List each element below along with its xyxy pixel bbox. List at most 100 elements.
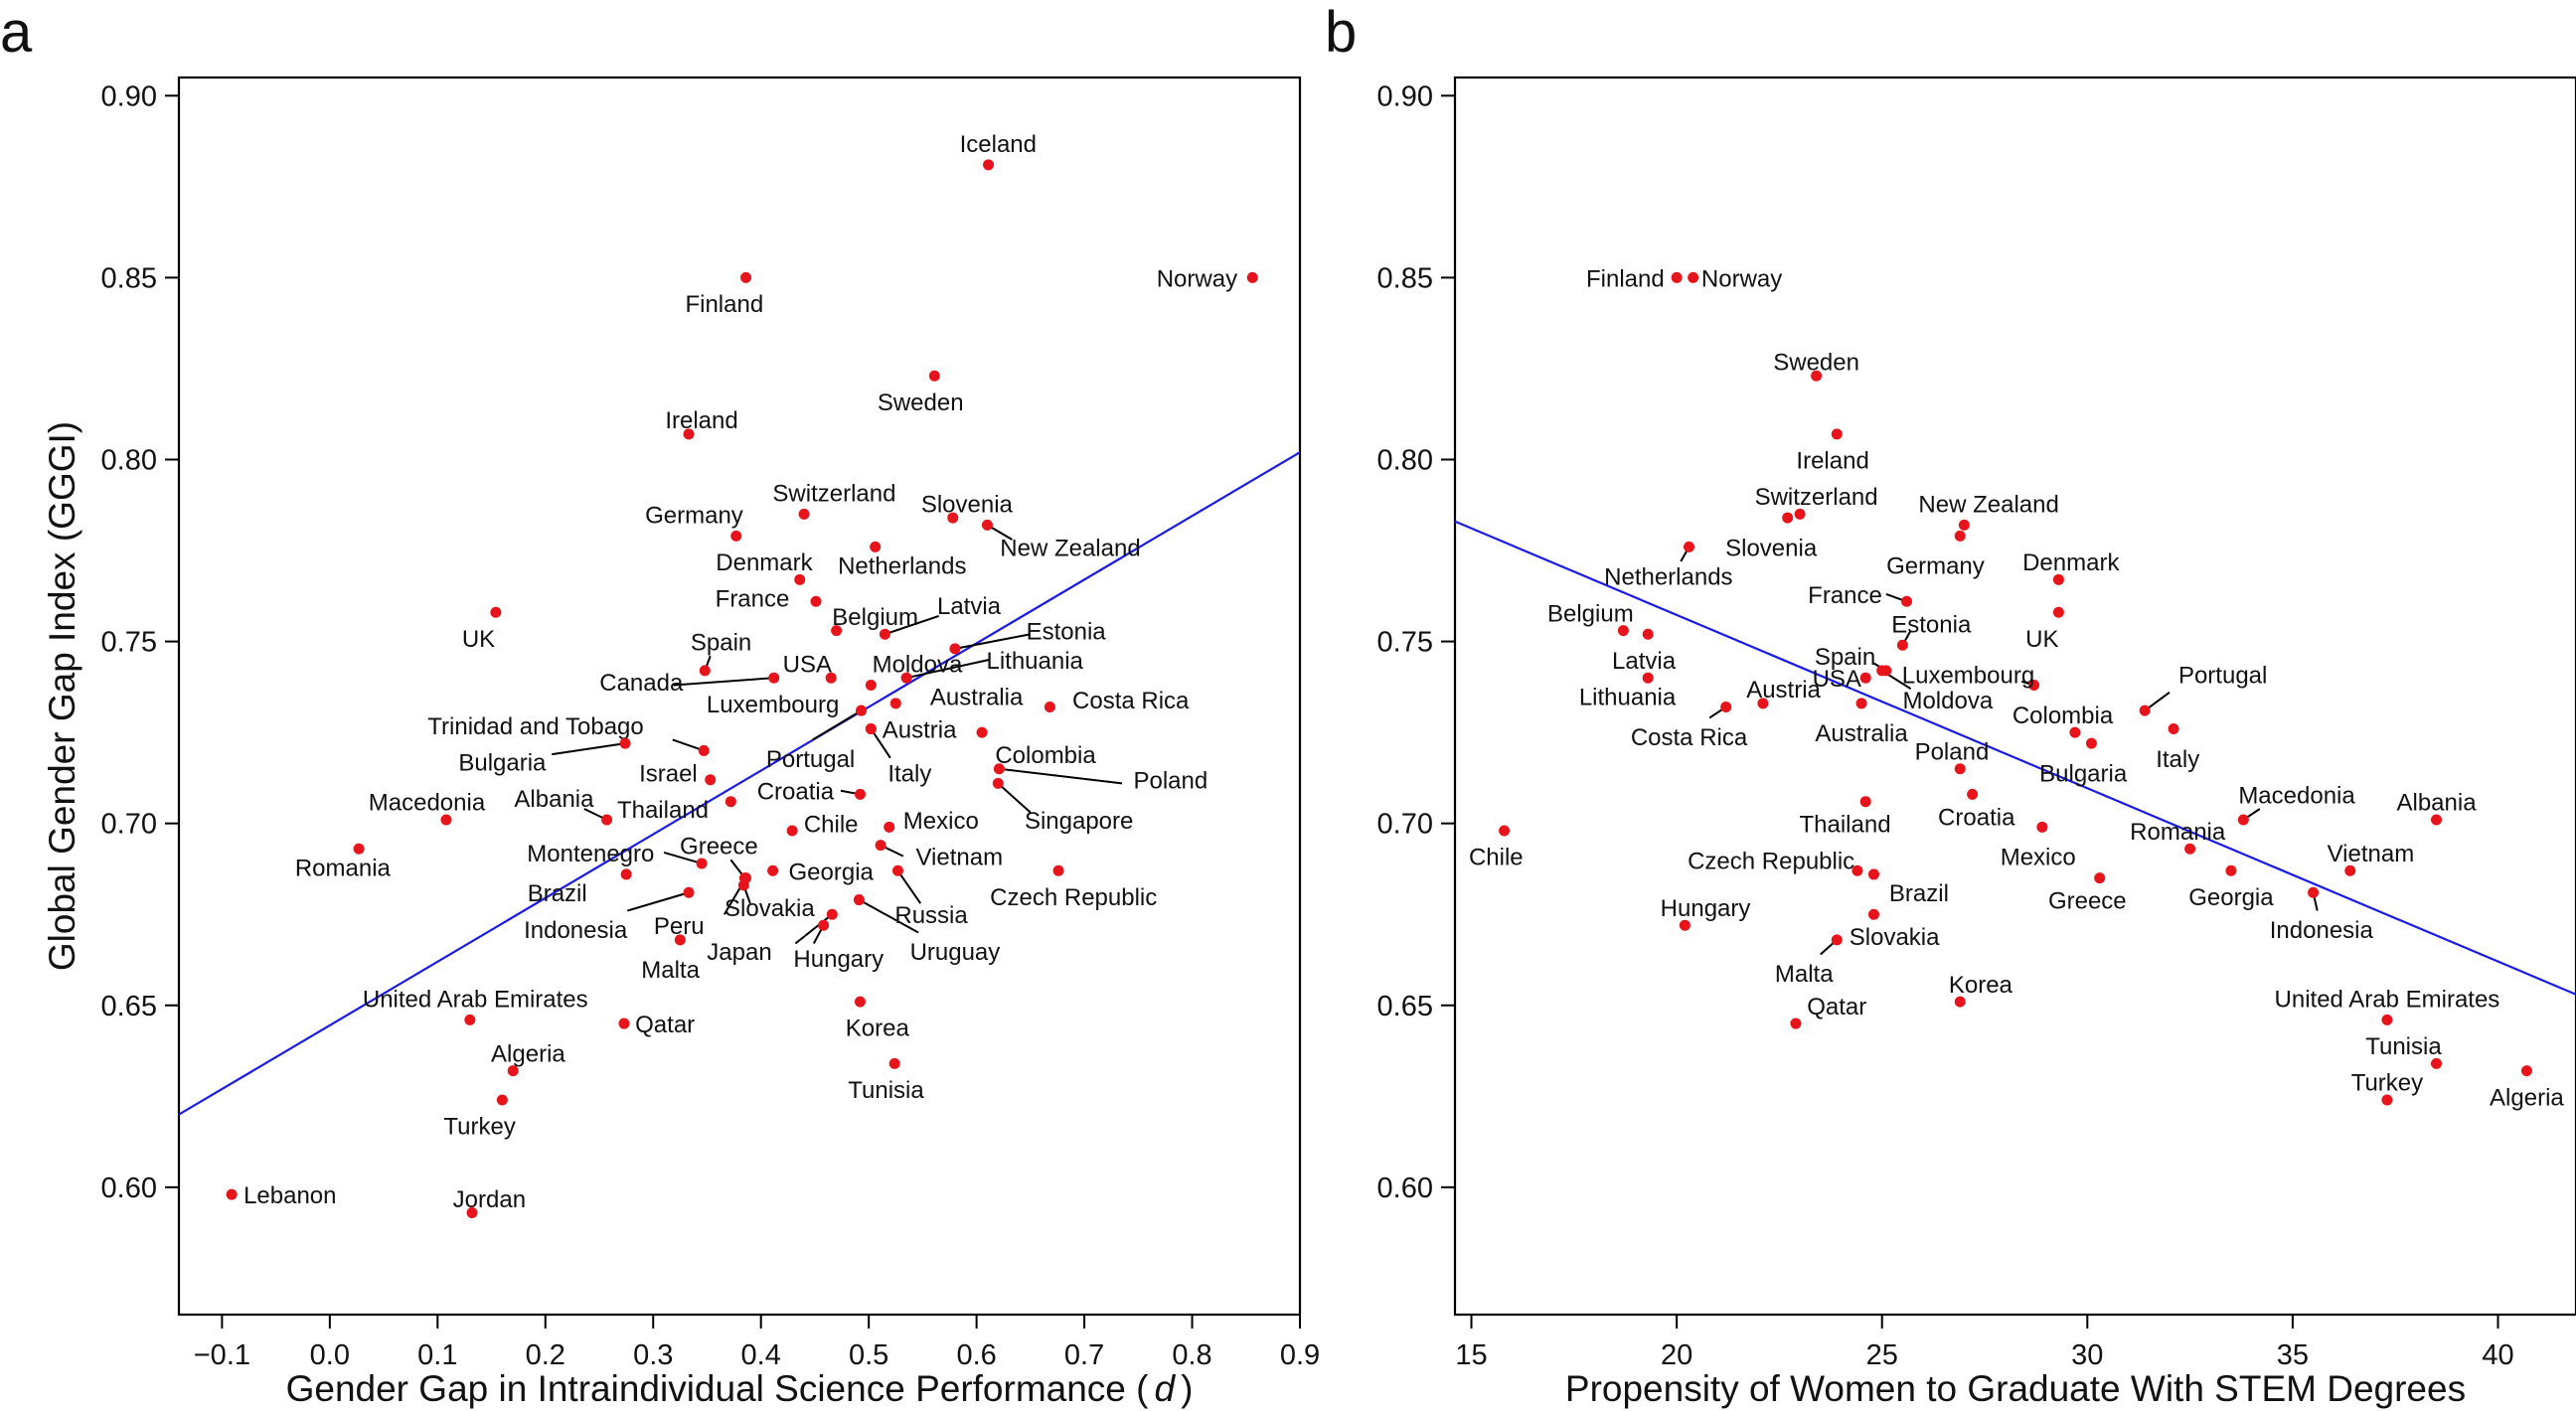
point-trinidad-and-tobago-a (698, 744, 710, 756)
x-tick-label-b: 20 (1661, 1339, 1692, 1371)
point-label-poland-a: Poland (1133, 768, 1208, 795)
point-costa-rica-b (1720, 701, 1732, 712)
point-singapore-a (992, 777, 1004, 789)
point-label-chile-a: Chile (804, 812, 859, 839)
point-label-latvia-b: Latvia (1612, 648, 1677, 675)
point-montenegro-a (696, 858, 708, 869)
point-finland-b (1671, 271, 1683, 283)
point-label-latvia-a: Latvia (937, 593, 1002, 620)
y-tick-label-b: 0.90 (1377, 80, 1433, 112)
point-lithuania-b (1642, 672, 1654, 684)
point-label-united-arab-emirates-b: United Arab Emirates (2275, 986, 2500, 1013)
point-mexico-b (2036, 821, 2048, 833)
point-label-slovakia-b: Slovakia (1850, 924, 1940, 951)
point-label-italy-a: Italy (887, 760, 931, 787)
regression-line-b (1455, 520, 2576, 996)
point-label-qatar-a: Qatar (635, 1012, 695, 1038)
point-qatar-b (1790, 1018, 1802, 1029)
point-label-lithuania-a: Lithuania (986, 648, 1083, 675)
point-label-ireland-b: Ireland (1796, 447, 1868, 474)
point-label-australia-b: Australia (1815, 720, 1908, 747)
point-albania-a (601, 814, 613, 826)
point-japan-a (826, 908, 838, 920)
point-label-austria-a: Austria (883, 716, 957, 743)
point-label-belgium-b: Belgium (1547, 600, 1634, 627)
leader-line-a (672, 738, 705, 752)
point-label-romania-a: Romania (295, 856, 392, 882)
point-poland-a (993, 763, 1005, 775)
point-label-portugal-b: Portugal (2178, 663, 2267, 690)
point-label-lithuania-b: Lithuania (1579, 685, 1677, 711)
point-label-qatar-b: Qatar (1807, 994, 1866, 1020)
point-poland-b (1954, 763, 1966, 775)
point-canada-a (768, 672, 780, 684)
point-estonia-b (1896, 639, 1908, 651)
point-czech-republic-b (1852, 864, 1863, 876)
point-lithuania-a (900, 672, 912, 684)
point-label-hungary-a: Hungary (793, 946, 884, 973)
point-label-algeria-a: Algeria (491, 1040, 565, 1067)
x-tick-label-b: 40 (2482, 1339, 2513, 1371)
point-label-finland-a: Finland (685, 291, 763, 318)
point-label-denmark-a: Denmark (716, 549, 813, 576)
point-label-denmark-b: Denmark (2022, 549, 2120, 576)
point-label-portugal-a: Portugal (766, 746, 855, 773)
point-label-mexico-a: Mexico (903, 808, 979, 835)
point-usa-a (825, 672, 837, 684)
point-label-poland-b: Poland (1915, 738, 1990, 765)
x-axis-title-a: Gender Gap in Intraindividual Science Pe… (286, 1368, 1194, 1409)
point-romania-a (353, 843, 365, 855)
panel-a-scatter: −0.1 0.0 0.1 0.2 0.3 0.4 0.5 0.6 0.7 0.8 0.9 0.60 0.… (42, 76, 1320, 1409)
point-georgia-b (2225, 864, 2237, 876)
point-russia-a (891, 864, 903, 876)
point-label-luxembourg-b: Luxembourg (1902, 663, 2034, 690)
point-label-turkey-a: Turkey (443, 1114, 515, 1141)
point-france-b (1901, 595, 1913, 607)
point-label-switzerland-a: Switzerland (772, 480, 895, 507)
x-tick-label-a: 0.4 (741, 1339, 781, 1371)
point-germany-b (1954, 530, 1966, 542)
point-norway-b (1688, 271, 1699, 283)
point-uk-a (490, 606, 502, 618)
leader-line-a (673, 677, 774, 687)
point-chile-b (1499, 825, 1511, 837)
leader-line-a (905, 658, 990, 680)
point-norway-a (1246, 271, 1258, 283)
point-label-costa-rica-b: Costa Rica (1631, 724, 1748, 751)
y-tick-label-b: 0.85 (1377, 262, 1433, 294)
y-tick-label-b: 0.70 (1377, 809, 1433, 841)
x-axis-title-b: Propensity of Women to Graduate With STE… (1565, 1368, 2466, 1409)
point-slovenia-b (1782, 512, 1794, 524)
y-tick-label-b: 0.75 (1377, 627, 1433, 659)
point-malta-a (674, 934, 686, 946)
point-label-algeria-b: Algeria (2490, 1084, 2564, 1111)
point-label-jordan-a: Jordan (453, 1186, 526, 1213)
point-label-korea-a: Korea (846, 1016, 910, 1042)
point-brazil-a (620, 868, 632, 880)
point-israel-a (705, 774, 717, 786)
point-ireland-b (1831, 428, 1843, 440)
point-sweden-b (1811, 370, 1823, 382)
y-tick-label-a: 0.75 (101, 627, 157, 659)
point-vietnam-b (2344, 864, 2356, 876)
point-label-mexico-b: Mexico (2001, 845, 2076, 871)
point-macedonia-a (440, 814, 452, 826)
point-label-singapore-a: Singapore (1025, 808, 1133, 835)
point-georgia-a (767, 864, 779, 876)
x-tick-label-a: 0.6 (956, 1339, 996, 1371)
point-label-turkey-b: Turkey (2351, 1070, 2423, 1097)
regression-line-a (179, 451, 1300, 1116)
point-label-costa-rica-a: Costa Rica (1072, 688, 1190, 714)
leader-line-a (663, 851, 703, 864)
point-label-austria-b: Austria (1746, 677, 1821, 704)
leader-line-a (997, 782, 1032, 814)
point-france-a (810, 595, 822, 607)
leader-line-a (896, 869, 922, 904)
point-uruguay-a (853, 894, 865, 906)
point-label-united-arab-emirates-a: United Arab Emirates (363, 986, 588, 1013)
point-label-germany-a: Germany (645, 502, 743, 529)
point-label-chile-b: Chile (1469, 845, 1524, 871)
point-label-bulgaria-b: Bulgaria (2039, 760, 2128, 787)
point-label-tunisia-b: Tunisia (2365, 1033, 2442, 1060)
point-label-spain-b: Spain (1815, 644, 1875, 671)
